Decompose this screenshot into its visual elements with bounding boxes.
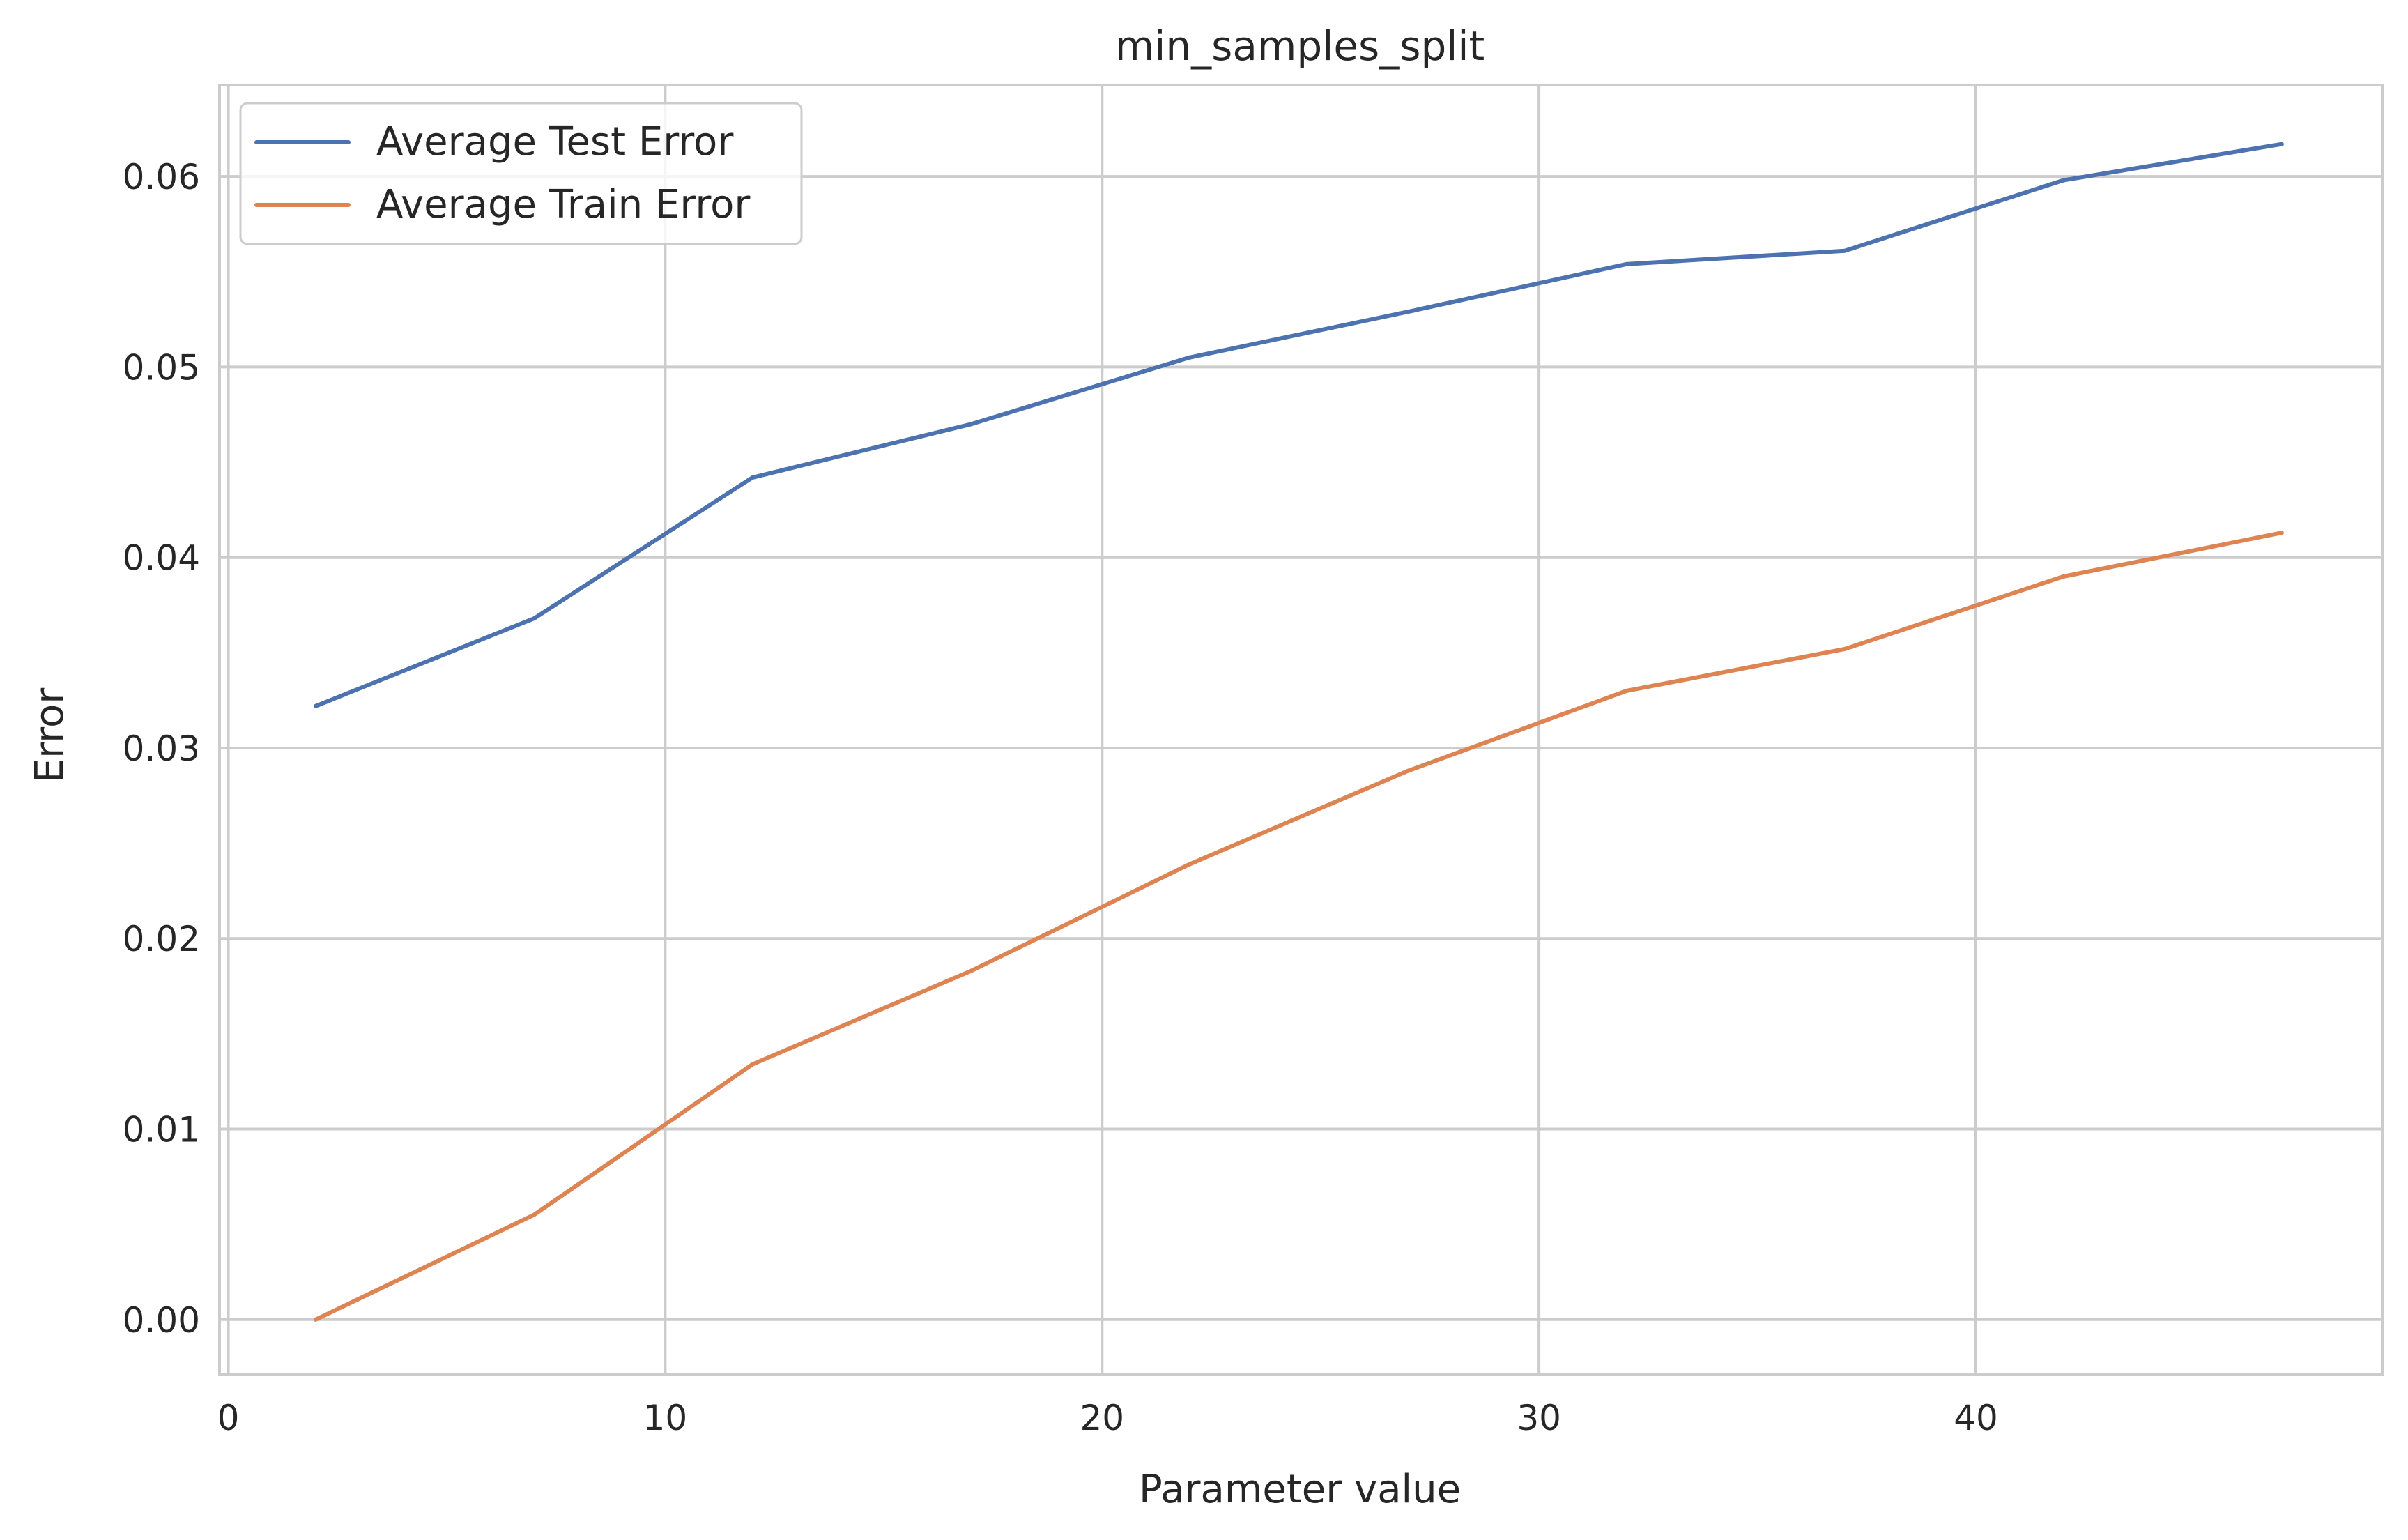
data-point	[2279, 142, 2284, 146]
data-point	[1842, 248, 1847, 253]
legend: Average Test Error Average Train Error	[239, 102, 803, 245]
data-point	[750, 1062, 755, 1067]
x-tick-label: 20	[1080, 1398, 1124, 1438]
data-point	[1406, 310, 1411, 314]
data-point	[532, 616, 537, 621]
data-point	[2279, 531, 2284, 535]
plot-area	[220, 85, 2382, 1375]
y-tick-label: 0.02	[123, 919, 200, 959]
y-tick-label: 0.06	[123, 157, 200, 197]
y-tick-label: 0.04	[123, 538, 200, 579]
x-tick-label: 10	[643, 1398, 688, 1438]
data-point	[969, 968, 974, 973]
data-point	[1842, 646, 1847, 651]
y-tick-label: 0.00	[123, 1300, 200, 1341]
x-axis-label: Parameter value	[1139, 1467, 1461, 1512]
data-point	[313, 1317, 318, 1322]
y-axis-label: Error	[27, 687, 72, 783]
data-point	[313, 703, 318, 708]
y-tick-label: 0.05	[123, 347, 200, 388]
plot-frame	[218, 84, 2384, 1376]
data-point	[1406, 768, 1411, 773]
data-point	[1624, 261, 1629, 266]
x-tick-label: 40	[1954, 1398, 1998, 1438]
data-point	[1187, 862, 1192, 867]
y-tick-label: 0.01	[123, 1109, 200, 1150]
x-gridlines	[227, 85, 1978, 1375]
y-gridlines	[220, 175, 2382, 1321]
data-point	[2061, 574, 2066, 579]
data-point	[2061, 178, 2066, 183]
legend-label-test-error: Average Test Error	[376, 119, 734, 165]
x-tick-labels: 0 10 20 30 40	[217, 1398, 1998, 1438]
series-line-average-train-error	[313, 531, 2284, 1322]
x-tick-label: 0	[217, 1398, 240, 1438]
data-point	[532, 1212, 537, 1217]
chart-title: min_samples_split	[1115, 22, 1485, 70]
series-line-average-test-error	[313, 142, 2284, 708]
y-tick-labels: 0.00 0.01 0.02 0.03 0.04 0.05 0.06	[123, 157, 200, 1341]
x-tick-label: 30	[1517, 1398, 1561, 1438]
data-point	[1624, 688, 1629, 693]
y-tick-label: 0.03	[123, 729, 200, 769]
series-lines	[313, 142, 2284, 1322]
legend-box	[239, 102, 803, 245]
data-point	[750, 475, 755, 480]
data-point	[969, 422, 974, 427]
legend-label-train-error: Average Train Error	[376, 182, 751, 227]
data-point	[1187, 355, 1192, 360]
